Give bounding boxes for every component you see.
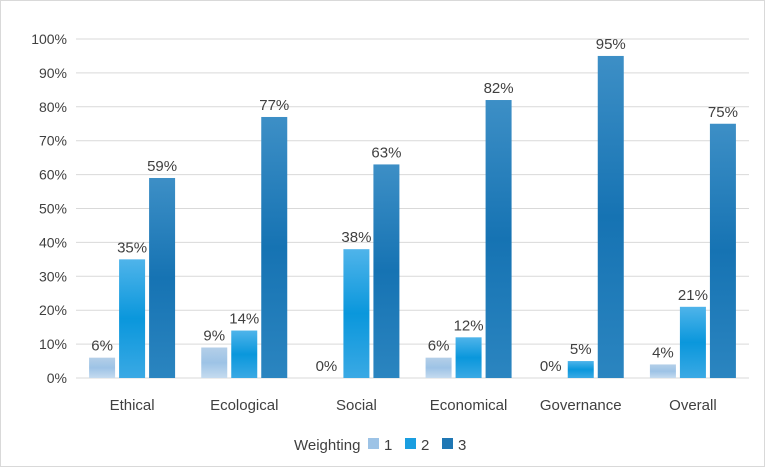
bar-overall-series-1	[649, 364, 676, 378]
data-label: 6%	[91, 338, 113, 355]
data-label: 4%	[652, 344, 674, 361]
y-tick-label: 80%	[39, 99, 67, 115]
y-tick-label: 50%	[39, 201, 67, 217]
x-category-label: Governance	[540, 397, 622, 414]
gridlines	[76, 38, 749, 379]
y-tick-label: 0%	[47, 370, 67, 386]
y-tick-label: 70%	[39, 133, 67, 149]
data-label: 14%	[229, 311, 259, 328]
x-category-label: Ethical	[110, 397, 155, 414]
data-label: 6%	[428, 338, 450, 355]
y-tick-label: 20%	[39, 302, 67, 318]
bar-social-series-2	[343, 249, 370, 378]
data-label: 9%	[203, 327, 225, 344]
data-labels: 6%35%59%9%14%77%0%38%63%6%12%82%0%5%95%4…	[91, 36, 738, 375]
bar-ecological-series-2	[231, 330, 258, 378]
data-label: 35%	[117, 239, 147, 256]
x-category-label: Overall	[669, 397, 717, 414]
bar-economical-series-3	[485, 100, 512, 379]
legend-swatch-3	[442, 438, 453, 449]
bar-ethical-series-3	[149, 177, 176, 378]
bar-overall-series-2	[679, 306, 706, 378]
data-label: 75%	[708, 104, 738, 121]
data-label: 21%	[678, 287, 708, 304]
x-axis-categories: Ethical Ecological Social Economical Governa…	[110, 397, 717, 414]
x-category-label: Social	[336, 397, 377, 414]
y-axis-ticks: 0% 10% 20% 30% 40% 50% 60% 70% 80% 90% 100%	[31, 31, 67, 386]
bar-economical-series-2	[455, 337, 482, 378]
bar-social-series-3	[373, 164, 400, 378]
bar-ethical-series-1	[89, 357, 116, 378]
data-label: 38%	[341, 229, 371, 246]
legend-title: Weighting	[294, 437, 360, 454]
y-tick-label: 10%	[39, 336, 67, 352]
legend-swatch-2	[405, 438, 416, 449]
data-label: 0%	[540, 358, 562, 375]
x-category-label: Economical	[430, 397, 508, 414]
data-label: 63%	[371, 144, 401, 161]
bar-economical-series-1	[425, 357, 452, 378]
data-label: 95%	[596, 36, 626, 53]
legend-entry-3: 3	[458, 437, 466, 454]
data-label: 82%	[484, 80, 514, 97]
data-label: 12%	[454, 317, 484, 334]
y-tick-label: 40%	[39, 234, 67, 250]
bar-overall-series-3	[709, 123, 736, 378]
y-tick-label: 100%	[31, 31, 67, 47]
legend-entry-2: 2	[421, 437, 429, 454]
bar-ecological-series-3	[261, 116, 288, 378]
y-tick-label: 60%	[39, 167, 67, 183]
x-category-label: Ecological	[210, 397, 278, 414]
bars	[89, 55, 736, 379]
data-label: 0%	[316, 358, 338, 375]
bar-governance-series-2	[567, 361, 594, 378]
data-label: 5%	[570, 341, 592, 358]
legend-entry-1: 1	[384, 437, 392, 454]
y-tick-label: 30%	[39, 268, 67, 284]
y-tick-label: 90%	[39, 65, 67, 81]
bar-ecological-series-1	[201, 347, 228, 378]
legend: Weighting 1 2 3	[294, 437, 466, 454]
data-label: 59%	[147, 158, 177, 175]
bar-governance-series-3	[597, 55, 624, 378]
bar-ethical-series-2	[119, 259, 146, 378]
legend-swatch-1	[368, 438, 379, 449]
data-label: 77%	[259, 97, 289, 114]
